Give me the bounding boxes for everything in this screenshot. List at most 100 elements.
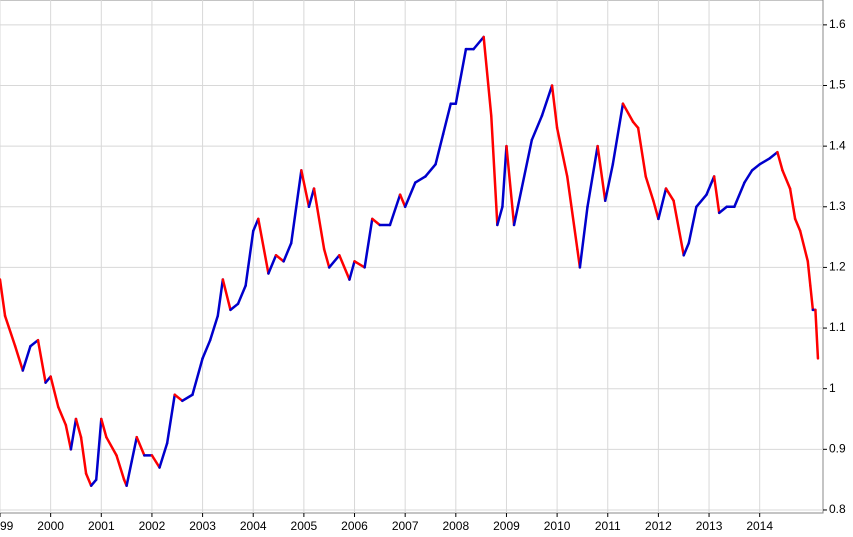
price-segment (89, 478, 98, 487)
price-segment (657, 187, 668, 221)
price-segment (434, 132, 445, 166)
price-segment (208, 314, 220, 342)
price-segment (555, 126, 569, 178)
x-tick-label: 1999 (0, 519, 14, 533)
price-segment (776, 150, 784, 172)
y-tick-label: 0.9 (829, 442, 846, 456)
price-segment (403, 181, 417, 209)
price-segment (636, 126, 647, 178)
price-segment (490, 114, 499, 227)
y-tick-label: 1.2 (829, 260, 846, 274)
price-segment (165, 393, 176, 445)
price-segment (150, 454, 161, 469)
price-segment (441, 102, 453, 136)
price-segment (793, 217, 802, 233)
price-segment (717, 205, 729, 215)
price-segment (74, 417, 83, 439)
price-segment (221, 278, 232, 312)
price-segment (307, 187, 316, 209)
price-segment (327, 254, 341, 269)
price-segment (695, 193, 708, 209)
price-segment (652, 199, 660, 221)
x-tick-label: 2004 (240, 519, 267, 533)
price-segment (191, 357, 204, 397)
price-segment (229, 302, 240, 312)
y-tick-label: 1.3 (829, 199, 846, 213)
price-segment (125, 460, 133, 487)
price-segment (520, 138, 534, 190)
price-segment (105, 435, 118, 457)
price-segment (603, 163, 615, 202)
y-tick-label: 1.5 (829, 78, 846, 92)
x-tick-label: 2014 (746, 519, 773, 533)
price-segment (682, 241, 691, 257)
price-segment (788, 187, 797, 221)
price-segment (733, 181, 746, 209)
x-tick-label: 2010 (544, 519, 571, 533)
price-segment (49, 375, 60, 409)
price-segment (13, 344, 25, 372)
price-segment (501, 144, 508, 209)
price-segment (621, 102, 635, 124)
price-segment (565, 175, 579, 251)
price-segment (370, 217, 382, 227)
price-segment (21, 344, 32, 372)
price-segment (0, 278, 7, 318)
price-segment (29, 338, 40, 348)
price-segment (353, 260, 366, 269)
price-segment (454, 47, 468, 105)
price-segment (496, 205, 504, 227)
price-segment (348, 260, 356, 281)
price-segment (540, 84, 554, 118)
price-segment (743, 169, 754, 184)
x-tick-label: 2006 (341, 519, 368, 533)
price-segment (672, 199, 685, 257)
price-segment (750, 163, 761, 172)
price-segment (631, 120, 640, 130)
x-tick-label: 2005 (291, 519, 318, 533)
price-segment (173, 393, 184, 403)
price-segment (289, 169, 303, 245)
price-segment (135, 435, 146, 457)
y-tick-label: 1.4 (829, 138, 846, 152)
price-segment (505, 144, 516, 227)
plot-frame (0, 0, 824, 514)
price-segment (244, 229, 255, 287)
price-segment (274, 254, 285, 263)
price-segment (216, 278, 225, 318)
price-segment (414, 175, 427, 184)
price-segment (512, 187, 523, 227)
price-segment (69, 417, 78, 451)
price-segment (398, 193, 407, 209)
price-segment (798, 229, 810, 263)
x-tick-label: 2003 (189, 519, 216, 533)
price-segment (758, 157, 772, 166)
price-segment (705, 175, 716, 196)
y-tick-label: 1.6 (829, 17, 846, 31)
x-tick-label: 2012 (645, 519, 672, 533)
price-segment (282, 241, 293, 263)
price-segment (472, 35, 485, 51)
price-segment (530, 114, 544, 142)
price-segment (115, 454, 126, 481)
x-tick-label: 2008 (442, 519, 469, 533)
price-segment (388, 193, 402, 227)
price-segment (257, 217, 270, 275)
y-tick-label: 1.1 (829, 320, 846, 334)
price-segment (424, 163, 437, 178)
price-segment (158, 442, 169, 469)
price-segment (36, 338, 47, 384)
price-segment (338, 254, 351, 281)
price-segment (586, 144, 599, 209)
x-tick-label: 2000 (37, 519, 64, 533)
price-segment (482, 35, 493, 118)
x-tick-label: 2009 (493, 519, 520, 533)
price-segment (201, 338, 212, 360)
price-segment (56, 405, 68, 427)
price-segment (814, 308, 820, 360)
price-segment (312, 187, 326, 251)
price-segment (236, 284, 247, 306)
x-tick-label: 2002 (139, 519, 166, 533)
